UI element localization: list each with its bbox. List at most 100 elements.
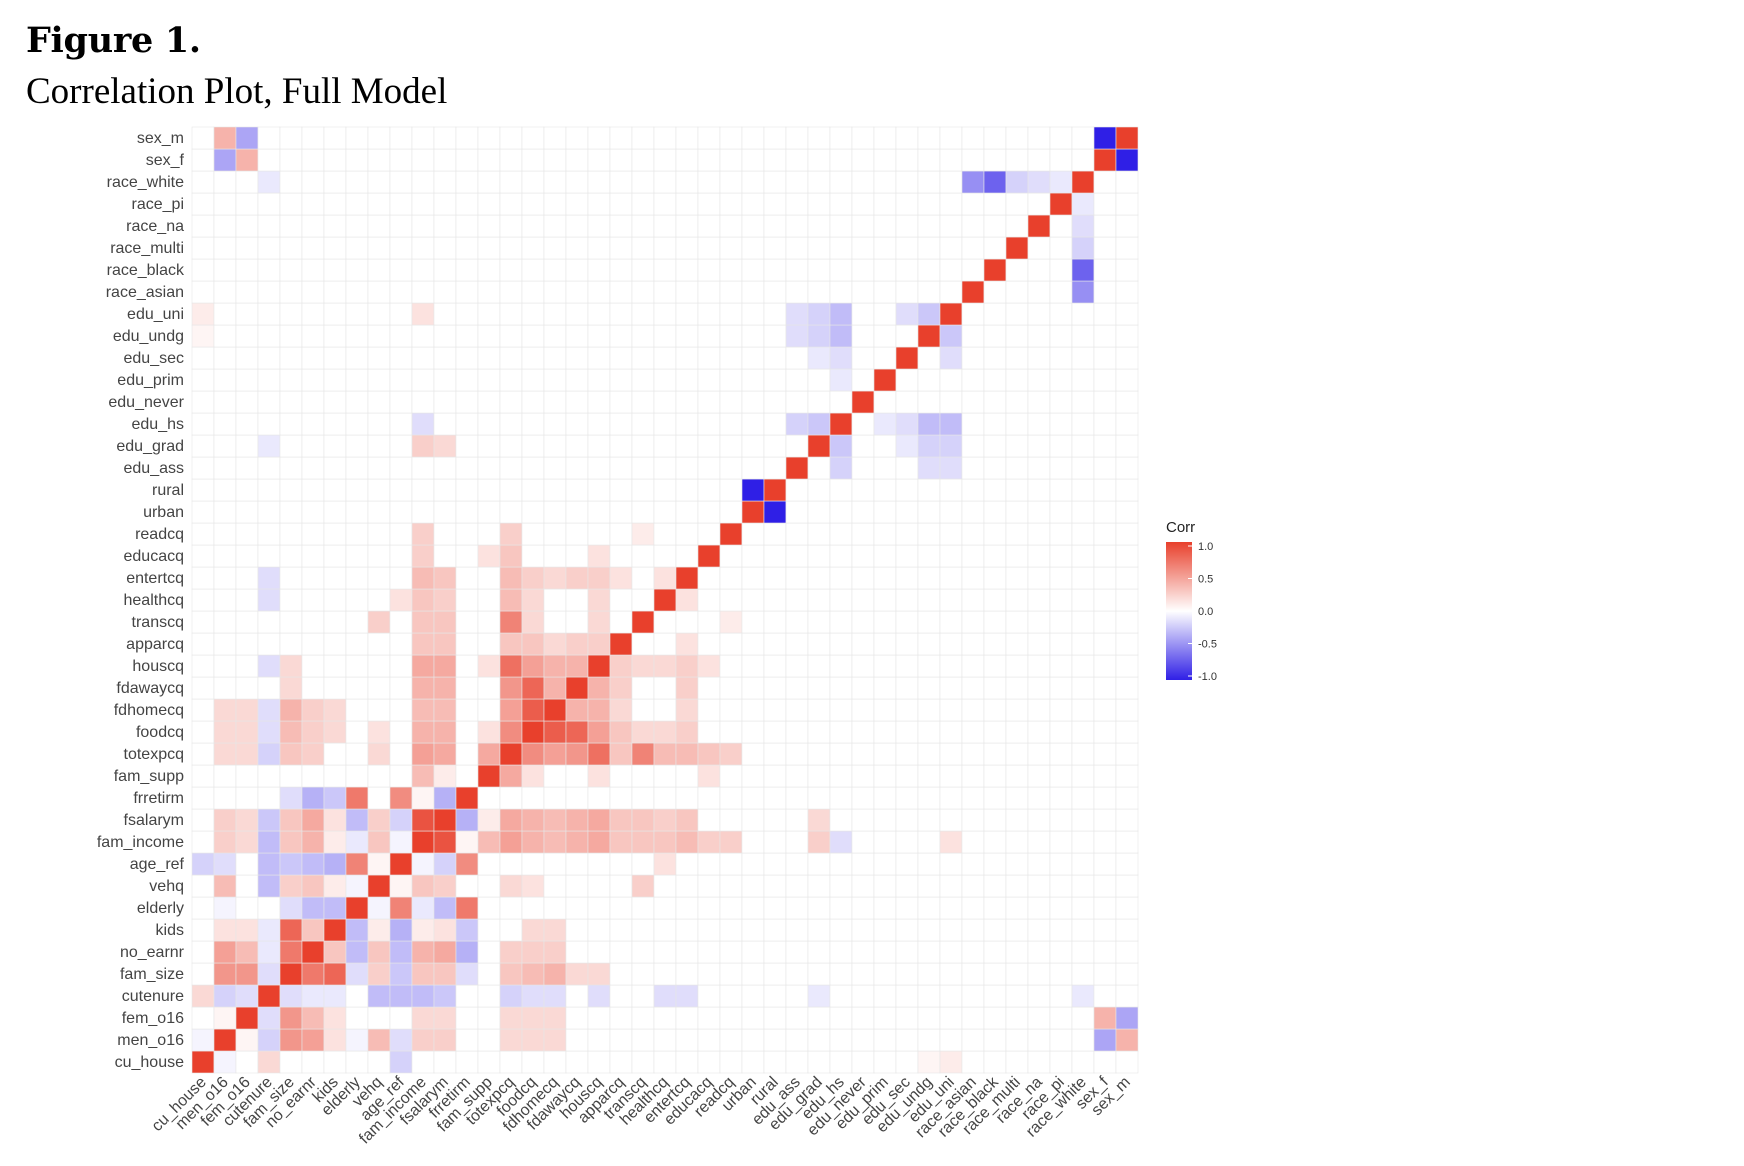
heatmap-cell-apparcq-fam_supp: [609, 764, 633, 788]
heatmap-cell-fam_supp-fam_supp: [477, 764, 501, 788]
heatmap-cell-edu_never-edu_sec: [851, 346, 875, 370]
heatmap-cell-elderly-edu_hs: [345, 412, 369, 436]
heatmap-cell-cu_house-kids: [191, 918, 215, 942]
heatmap-cell-edu_never-foodcq: [851, 720, 875, 744]
heatmap-cell-apparcq-fem_o16: [609, 1006, 633, 1030]
heatmap-cell-apparcq-sex_m: [609, 126, 633, 150]
heatmap-cell-rural-fam_size: [763, 962, 787, 986]
heatmap-cell-kids-cutenure: [323, 984, 347, 1008]
heatmap-cell-age_ref-frretirm: [389, 786, 413, 810]
heatmap-cell-edu_never-cu_house: [851, 1050, 875, 1074]
heatmap-cell-race_white-edu_grad: [1071, 434, 1095, 458]
heatmap-cell-readcq-edu_undg: [719, 324, 743, 348]
heatmap-cell-edu_undg-fam_size: [917, 962, 941, 986]
heatmap-cell-cu_house-entertcq: [191, 566, 215, 590]
heatmap-cell-race_black-edu_sec: [983, 346, 1007, 370]
heatmap-cell-readcq-houscq: [719, 654, 743, 678]
heatmap-cell-edu_ass-elderly: [785, 896, 809, 920]
heatmap-cell-edu_hs-race_black: [829, 258, 853, 282]
heatmap-cell-cutenure-edu_prim: [257, 368, 281, 392]
heatmap-cell-fam_size-race_multi: [279, 236, 303, 260]
heatmap-cell-race_multi-kids: [1005, 918, 1029, 942]
heatmap-cell-edu_hs-fam_supp: [829, 764, 853, 788]
heatmap-cell-race_na-edu_uni: [1027, 302, 1051, 326]
heatmap-cell-totexpcq-cutenure: [499, 984, 523, 1008]
heatmap-cell-healthcq-race_multi: [653, 236, 677, 260]
heatmap-cell-fam_size-readcq: [279, 522, 303, 546]
heatmap-cell-cu_house-cu_house: [191, 1050, 215, 1074]
heatmap-cell-kids-fam_income: [323, 830, 347, 854]
heatmap-cell-readcq-no_earnr: [719, 940, 743, 964]
heatmap-cell-cu_house-frretirm: [191, 786, 215, 810]
heatmap-cell-apparcq-elderly: [609, 896, 633, 920]
heatmap-cell-race_multi-edu_undg: [1005, 324, 1029, 348]
heatmap-cell-apparcq-totexpcq: [609, 742, 633, 766]
heatmap-cell-no_earnr-readcq: [301, 522, 325, 546]
heatmap-cell-entertcq-kids: [675, 918, 699, 942]
heatmap-cell-healthcq-foodcq: [653, 720, 677, 744]
heatmap-cell-age_ref-men_o16: [389, 1028, 413, 1052]
heatmap-cell-race_multi-edu_hs: [1005, 412, 1029, 436]
heatmap-cell-edu_sec-rural: [895, 478, 919, 502]
heatmap-cell-fdhomecq-cutenure: [543, 984, 567, 1008]
heatmap-cell-frretirm-healthcq: [455, 588, 479, 612]
heatmap-cell-race_multi-race_black: [1005, 258, 1029, 282]
heatmap-cell-frretirm-elderly: [455, 896, 479, 920]
heatmap-cell-fam_size-kids: [279, 918, 303, 942]
heatmap-cell-frretirm-kids: [455, 918, 479, 942]
heatmap-cell-fdawaycq-urban: [565, 500, 589, 524]
heatmap-cell-rural-readcq: [763, 522, 787, 546]
y-tick-label-fdhomecq: fdhomecq: [114, 702, 184, 719]
heatmap-cell-foodcq-fam_size: [521, 962, 545, 986]
heatmap-cell-fam_size-race_white: [279, 170, 303, 194]
heatmap-cell-fam_income-fdawaycq: [411, 676, 435, 700]
y-tick-label-educacq: educacq: [124, 548, 185, 565]
heatmap-cell-fdawaycq-race_pi: [565, 192, 589, 216]
heatmap-cell-edu_ass-edu_uni: [785, 302, 809, 326]
heatmap-cell-vehq-foodcq: [367, 720, 391, 744]
y-tick-label-fam_income: fam_income: [97, 834, 184, 851]
heatmap-cell-frretirm-race_multi: [455, 236, 479, 260]
heatmap-cell-transcq-fdawaycq: [631, 676, 655, 700]
heatmap-cell-edu_prim-race_multi: [873, 236, 897, 260]
heatmap-cell-sex_f-sex_m: [1093, 126, 1117, 150]
heatmap-cell-sex_m-edu_ass: [1115, 456, 1139, 480]
heatmap-cell-frretirm-fem_o16: [455, 1006, 479, 1030]
heatmap-cell-edu_ass-urban: [785, 500, 809, 524]
heatmap-cell-fam_income-race_na: [411, 214, 435, 238]
heatmap-cell-race_black-fdhomecq: [983, 698, 1007, 722]
heatmap-cell-urban-race_white: [741, 170, 765, 194]
heatmap-cell-fsalarym-edu_uni: [433, 302, 457, 326]
heatmap-cell-race_asian-fdawaycq: [961, 676, 985, 700]
heatmap-cell-men_o16-fdawaycq: [213, 676, 237, 700]
heatmap-cell-edu_uni-fam_size: [939, 962, 963, 986]
heatmap-cell-cu_house-fam_income: [191, 830, 215, 854]
heatmap-cell-race_white-fam_income: [1071, 830, 1095, 854]
heatmap-cell-fam_income-apparcq: [411, 632, 435, 656]
heatmap-cell-readcq-readcq: [719, 522, 743, 546]
heatmap-cell-race_black-race_multi: [983, 236, 1007, 260]
heatmap-cell-rural-sex_m: [763, 126, 787, 150]
heatmap-cell-fdawaycq-vehq: [565, 874, 589, 898]
heatmap-cell-totexpcq-race_na: [499, 214, 523, 238]
heatmap-cell-fdhomecq-fdawaycq: [543, 676, 567, 700]
heatmap-cell-transcq-sex_f: [631, 148, 655, 172]
heatmap-cell-educacq-apparcq: [697, 632, 721, 656]
heatmap-cell-edu_hs-readcq: [829, 522, 853, 546]
heatmap-cell-edu_prim-readcq: [873, 522, 897, 546]
heatmap-cell-fdhomecq-race_asian: [543, 280, 567, 304]
heatmap-cell-readcq-kids: [719, 918, 743, 942]
heatmap-cell-men_o16-men_o16: [213, 1028, 237, 1052]
heatmap-cell-rural-cu_house: [763, 1050, 787, 1074]
heatmap-cell-edu_prim-transcq: [873, 610, 897, 634]
heatmap-cell-sex_f-educacq: [1093, 544, 1117, 568]
heatmap-cell-elderly-healthcq: [345, 588, 369, 612]
heatmap-cell-fdawaycq-sex_f: [565, 148, 589, 172]
heatmap-cell-vehq-fam_income: [367, 830, 391, 854]
heatmap-cell-age_ref-edu_grad: [389, 434, 413, 458]
heatmap-cell-race_na-vehq: [1027, 874, 1051, 898]
heatmap-cell-fsalarym-race_black: [433, 258, 457, 282]
heatmap-cell-educacq-race_multi: [697, 236, 721, 260]
x-axis-tick-labels: cu_housemen_o16fem_o16cutenurefam_sizeno…: [149, 1073, 1134, 1147]
